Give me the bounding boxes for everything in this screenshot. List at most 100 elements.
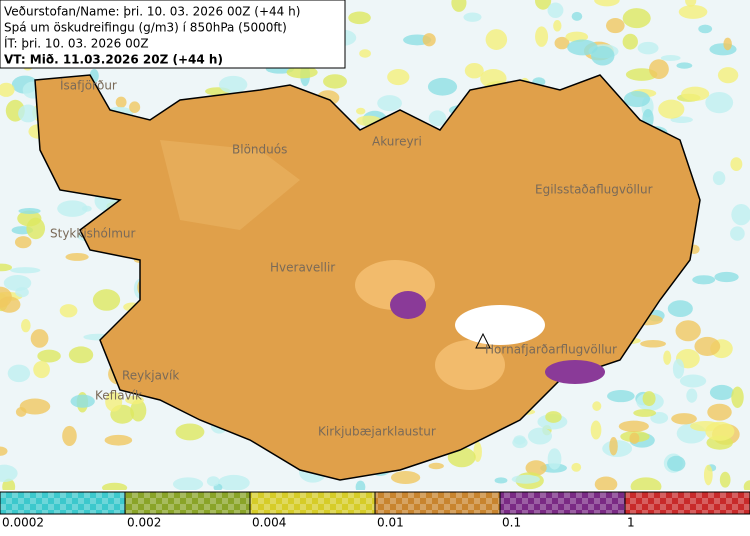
legend-label: 0.0002 xyxy=(2,516,44,530)
ash-patch xyxy=(323,74,347,89)
ash-patch xyxy=(709,384,734,401)
ash-patch xyxy=(18,207,41,214)
ash-patch xyxy=(18,104,39,123)
ash-patch xyxy=(609,436,618,456)
ash-patch xyxy=(650,411,669,424)
ash-patch xyxy=(206,476,220,487)
ash-area xyxy=(435,340,505,390)
header-line: ÍT: þri. 10. 03. 2026 00Z xyxy=(4,36,149,51)
legend-swatch xyxy=(249,491,376,515)
ash-patch xyxy=(422,33,436,47)
ash-patch xyxy=(7,364,31,383)
place-label: Kirkjubæjarklaustur xyxy=(318,425,436,439)
ash-patch xyxy=(65,252,89,261)
ash-patch xyxy=(115,96,127,108)
ash-patch xyxy=(485,29,508,50)
ash-patch xyxy=(671,413,697,425)
ash-patch xyxy=(642,391,656,407)
ash-patch xyxy=(640,339,666,348)
legend-swatch xyxy=(0,491,126,515)
place-label: Reykjavík xyxy=(122,369,179,383)
legend-swatch xyxy=(499,491,626,515)
place-label: Akureyri xyxy=(372,135,422,149)
ash-patch xyxy=(70,394,95,408)
ash-patch xyxy=(553,19,562,32)
ash-patch xyxy=(667,455,686,472)
ash-patch xyxy=(571,11,583,21)
ash-patch xyxy=(81,205,92,212)
ash-patch xyxy=(547,2,564,18)
ash-patch xyxy=(731,386,744,408)
volcano-icon xyxy=(475,332,491,349)
ash-patch xyxy=(590,420,602,440)
place-label: Egilsstaðaflugvöllur xyxy=(535,183,653,197)
ash-patch xyxy=(390,471,421,484)
ash-patch xyxy=(675,320,701,342)
ash-patch xyxy=(658,99,685,119)
ash-patch xyxy=(348,11,371,25)
ash-patch xyxy=(622,8,651,29)
ash-patch xyxy=(463,12,482,22)
ash-patch xyxy=(21,318,31,333)
ash-patch xyxy=(719,471,731,488)
ash-patch xyxy=(175,423,205,441)
ash-patch xyxy=(731,203,750,226)
ash-patch xyxy=(494,477,508,484)
ash-patch xyxy=(607,390,635,403)
ash-patch xyxy=(527,427,553,445)
ash-patch xyxy=(648,59,669,79)
ash-high xyxy=(390,291,426,319)
ash-patch xyxy=(19,398,51,415)
ash-patch xyxy=(703,464,713,486)
ice-cap xyxy=(455,305,545,345)
ash-patch xyxy=(511,474,540,484)
header-line: Spá um öskudreifingu (g/m3) í 850hPa (50… xyxy=(4,21,287,35)
ash-patch xyxy=(525,460,547,476)
header-line: VT: Mið. 11.03.2026 20Z (+44 h) xyxy=(4,53,223,67)
ash-patch xyxy=(623,90,651,108)
ash-patch xyxy=(10,267,41,274)
legend-label: 0.002 xyxy=(127,516,161,530)
ash-patch xyxy=(57,200,88,217)
ash-patch xyxy=(92,289,121,311)
legend-label: 1 xyxy=(627,516,635,530)
ash-patch xyxy=(286,66,318,79)
ash-patch xyxy=(125,395,144,405)
ash-patch xyxy=(606,18,625,34)
ash-patch xyxy=(105,391,123,412)
legend-swatch xyxy=(124,491,251,515)
ash-patch xyxy=(33,360,50,379)
ash-patch xyxy=(0,446,8,456)
ash-patch xyxy=(705,91,734,114)
ash-patch xyxy=(660,54,681,62)
ash-patch xyxy=(618,420,649,432)
ash-patch xyxy=(0,296,21,313)
ash-patch xyxy=(712,171,726,186)
ash-patch xyxy=(37,349,61,363)
ash-patch xyxy=(104,434,133,446)
ash-patch xyxy=(571,462,582,472)
ash-patch xyxy=(629,432,640,444)
ash-patch xyxy=(709,43,737,56)
ash-patch xyxy=(567,39,598,56)
ash-patch xyxy=(0,263,13,272)
ash-patch xyxy=(565,31,589,43)
ash-patch xyxy=(545,411,562,423)
place-label: Hornafjarðarflugvöllur xyxy=(485,343,617,357)
ash-patch xyxy=(591,45,615,66)
ash-patch xyxy=(427,77,458,96)
ash-patch xyxy=(676,62,693,69)
ash-patch xyxy=(359,49,371,58)
ash-patch xyxy=(594,476,618,492)
ash-patch xyxy=(387,68,410,86)
ash-patch xyxy=(694,336,721,356)
ash-patch xyxy=(681,86,710,101)
ash-patch xyxy=(26,217,46,240)
ash-patch xyxy=(512,437,528,449)
ash-patch xyxy=(428,462,444,470)
ash-patch xyxy=(129,101,141,113)
ash-patch xyxy=(356,107,366,115)
ash-patch xyxy=(547,448,562,470)
ash-patch xyxy=(464,62,484,79)
ash-patch xyxy=(686,388,698,403)
